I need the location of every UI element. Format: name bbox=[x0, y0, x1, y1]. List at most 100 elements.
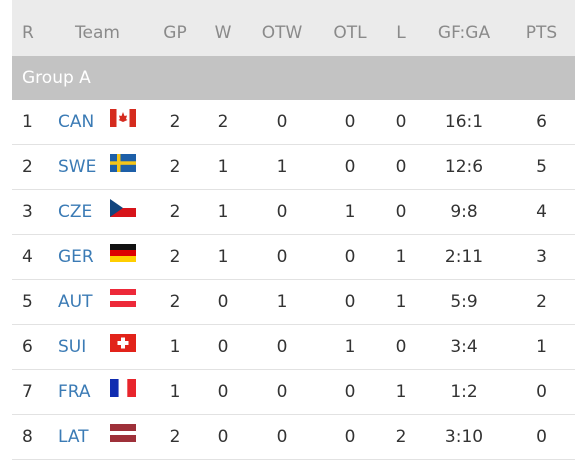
stat-cell: 3:10 bbox=[444, 427, 484, 447]
stat-cell: 9:8 bbox=[450, 202, 478, 222]
column-header: Team bbox=[75, 23, 120, 43]
team-cell: CZE bbox=[45, 199, 150, 222]
team-row: 3 CZE 2 1 0 1 0 9:8 4 bbox=[12, 190, 575, 235]
header-row: R Team GP W OTW OTL L GF:GA PTS bbox=[12, 0, 575, 56]
stat-cell: 16:1 bbox=[444, 112, 484, 132]
column-header: W bbox=[214, 23, 232, 43]
flag bbox=[110, 289, 136, 307]
column-header: R bbox=[22, 23, 34, 43]
team-cell: LAT bbox=[45, 424, 150, 447]
team-link[interactable]: FRA bbox=[58, 382, 91, 402]
team-row: 8 LAT 2 0 0 0 2 3:10 0 bbox=[12, 415, 575, 460]
stat-cell: 1 bbox=[395, 382, 407, 402]
stat-cell: 1 bbox=[395, 247, 407, 267]
stat-cell: 1 bbox=[536, 337, 547, 357]
team-link[interactable]: CAN bbox=[58, 112, 95, 132]
stat-cell: 0 bbox=[536, 427, 547, 447]
stat-cell: 0 bbox=[217, 382, 229, 402]
stat-cell: 2 bbox=[169, 247, 181, 267]
stat-cell: 3:4 bbox=[450, 337, 478, 357]
standings-table: R Team GP W OTW OTL L GF:GA PTS Group A 1 CAN 2 2 0 0… bbox=[12, 0, 575, 460]
stat-cell: 1 bbox=[217, 247, 229, 267]
stat-cell: 0 bbox=[395, 112, 407, 132]
stat-cell: 1 bbox=[395, 292, 407, 312]
rank: 2 bbox=[22, 157, 33, 177]
stat-cell: 6 bbox=[536, 112, 547, 132]
team-cell: FRA bbox=[45, 379, 150, 402]
team-row: 1 CAN 2 2 0 0 0 16:1 6 bbox=[12, 100, 575, 145]
team-cell: SWE bbox=[45, 154, 150, 177]
team-row: 7 FRA 1 0 0 0 1 1:2 0 bbox=[12, 370, 575, 415]
stat-cell: 2:11 bbox=[444, 247, 484, 267]
rank: 4 bbox=[22, 247, 33, 267]
flag bbox=[110, 379, 136, 397]
stat-cell: 1 bbox=[344, 337, 356, 357]
stat-cell: 2 bbox=[169, 112, 181, 132]
stat-cell: 0 bbox=[217, 427, 229, 447]
stat-cell: 0 bbox=[344, 427, 356, 447]
flag bbox=[110, 334, 136, 352]
column-header: PTS bbox=[525, 23, 558, 43]
stat-cell: 12:6 bbox=[444, 157, 484, 177]
team-row: 4 GER 2 1 0 0 1 2:11 3 bbox=[12, 235, 575, 280]
rank: 6 bbox=[22, 337, 33, 357]
stat-cell: 2 bbox=[169, 157, 181, 177]
team-row: 5 AUT 2 0 1 0 1 5:9 2 bbox=[12, 280, 575, 325]
flag bbox=[110, 154, 136, 172]
rank: 7 bbox=[22, 382, 33, 402]
flag bbox=[110, 244, 136, 262]
stat-cell: 1 bbox=[276, 292, 288, 312]
stat-cell: 4 bbox=[536, 202, 547, 222]
column-header: GF:GA bbox=[437, 23, 491, 43]
team-link[interactable]: LAT bbox=[58, 427, 89, 447]
team-link[interactable]: SWE bbox=[58, 157, 97, 177]
stat-cell: 0 bbox=[344, 112, 356, 132]
stat-cell: 2 bbox=[536, 292, 547, 312]
stat-cell: 2 bbox=[395, 427, 407, 447]
stat-cell: 5:9 bbox=[450, 292, 478, 312]
stat-cell: 1 bbox=[169, 382, 181, 402]
stat-cell: 2 bbox=[169, 202, 181, 222]
team-row: 6 SUI 1 0 0 1 0 3:4 1 bbox=[12, 325, 575, 370]
stat-cell: 0 bbox=[395, 157, 407, 177]
team-cell: GER bbox=[45, 244, 150, 267]
team-row: 2 SWE 2 1 1 0 0 12:6 5 bbox=[12, 145, 575, 190]
stat-cell: 1 bbox=[169, 337, 181, 357]
column-header: OTW bbox=[261, 23, 303, 43]
flag bbox=[110, 109, 136, 127]
stat-cell: 0 bbox=[217, 337, 229, 357]
stat-cell: 3 bbox=[536, 247, 547, 267]
stat-cell: 0 bbox=[395, 202, 407, 222]
team-cell: CAN bbox=[45, 109, 150, 132]
rank: 3 bbox=[22, 202, 33, 222]
stat-cell: 2 bbox=[169, 292, 181, 312]
column-header: L bbox=[396, 23, 406, 43]
stat-cell: 0 bbox=[217, 292, 229, 312]
stat-cell: 0 bbox=[344, 382, 356, 402]
team-link[interactable]: SUI bbox=[58, 337, 87, 357]
team-link[interactable]: GER bbox=[58, 247, 94, 267]
stat-cell: 0 bbox=[395, 337, 407, 357]
team-cell: SUI bbox=[45, 334, 150, 357]
flag bbox=[110, 424, 136, 442]
column-header: OTL bbox=[333, 23, 367, 43]
stat-cell: 0 bbox=[276, 247, 288, 267]
stat-cell: 1 bbox=[276, 157, 288, 177]
stat-cell: 1 bbox=[344, 202, 356, 222]
stat-cell: 0 bbox=[344, 292, 356, 312]
rank: 1 bbox=[22, 112, 33, 132]
stat-cell: 0 bbox=[276, 112, 288, 132]
stat-cell: 1 bbox=[217, 202, 229, 222]
stat-cell: 0 bbox=[276, 337, 288, 357]
stat-cell: 0 bbox=[536, 382, 547, 402]
stat-cell: 2 bbox=[169, 427, 181, 447]
team-link[interactable]: AUT bbox=[58, 292, 93, 312]
stat-cell: 1 bbox=[217, 157, 229, 177]
rank: 8 bbox=[22, 427, 33, 447]
team-link[interactable]: CZE bbox=[58, 202, 93, 222]
stat-cell: 0 bbox=[276, 427, 288, 447]
stat-cell: 0 bbox=[344, 157, 356, 177]
stat-cell: 1:2 bbox=[450, 382, 478, 402]
column-header: GP bbox=[163, 23, 187, 43]
